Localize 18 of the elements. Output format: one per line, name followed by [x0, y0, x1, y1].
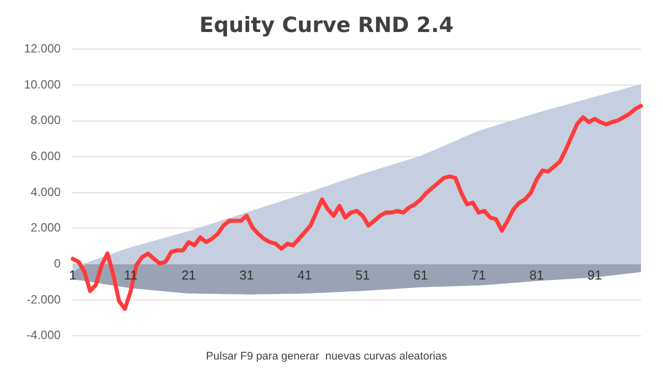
x-tick-label: 81 [529, 268, 544, 283]
y-tick-label: 2.000 [30, 220, 62, 235]
y-tick-label: 10.000 [24, 77, 62, 92]
y-tick-label: -4.000 [26, 328, 62, 342]
x-tick-label: 71 [471, 268, 486, 283]
text: Pulsar F9 para generar nuevas curvas aleatorias [206, 350, 448, 362]
y-tick-label: 6.000 [30, 148, 62, 163]
x-tick-label: 21 [181, 268, 196, 283]
x-tick-label: 41 [297, 268, 312, 283]
y-tick-label: -2.000 [26, 292, 62, 306]
x-tick-label: 51 [355, 268, 370, 283]
y-tick-label: 12.000 [24, 42, 62, 56]
y-tick-label: 4.000 [30, 184, 62, 199]
x-tick-label: 31 [239, 268, 254, 283]
y-tick-label: 0 [54, 256, 62, 270]
chart-title: Equity Curve RND 2.4 [199, 13, 454, 38]
y-tick-label: 8.000 [30, 113, 62, 128]
x-tick-label: 61 [413, 268, 428, 283]
